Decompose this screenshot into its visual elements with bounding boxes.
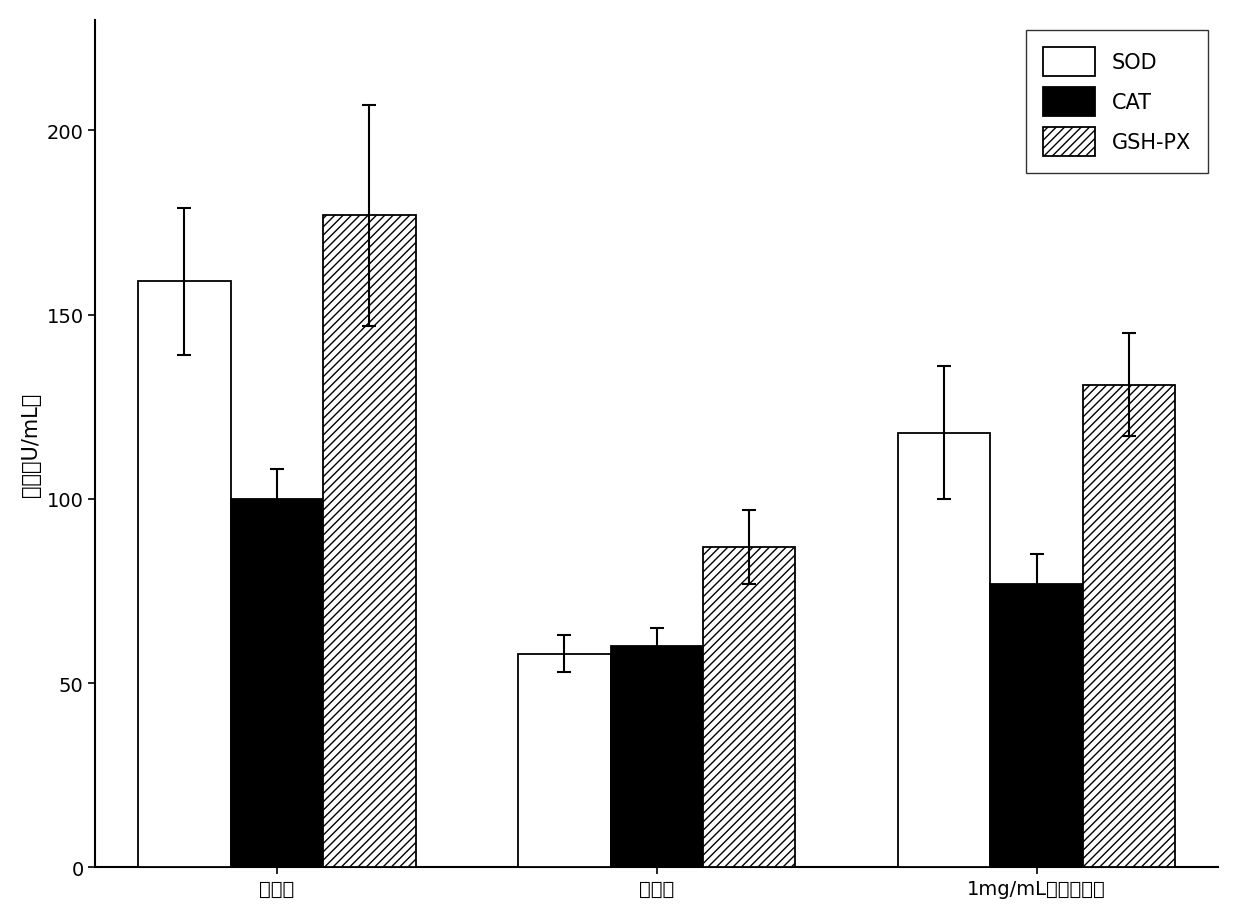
Legend: SOD, CAT, GSH-PX: SOD, CAT, GSH-PX (1026, 31, 1208, 174)
Y-axis label: 酶活（U/mL）: 酶活（U/mL） (21, 392, 41, 496)
Bar (703, 547, 795, 868)
Bar (1083, 385, 1176, 868)
Bar (230, 499, 323, 868)
Bar (611, 647, 703, 868)
Bar (139, 282, 230, 868)
Bar (518, 654, 611, 868)
Bar (323, 216, 415, 868)
Bar (990, 584, 1083, 868)
Bar (898, 433, 990, 868)
